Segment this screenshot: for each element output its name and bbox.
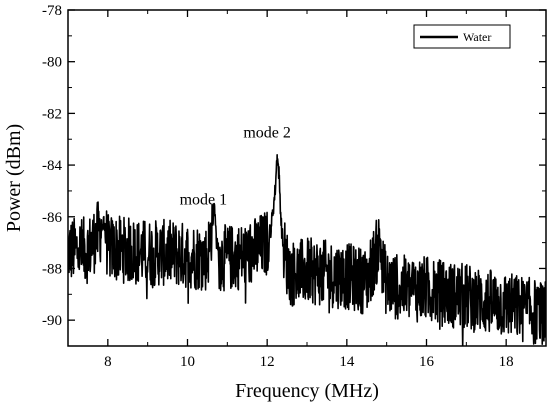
- x-axis-label: Frequency (MHz): [235, 380, 379, 402]
- y-tick-label: -86: [42, 210, 62, 226]
- x-tick-label: 12: [260, 354, 275, 370]
- series-line-water: [68, 153, 546, 346]
- y-axis-label: Power (dBm): [3, 124, 25, 232]
- x-tick-label: 8: [104, 354, 112, 370]
- y-tick-label: -90: [42, 313, 62, 329]
- legend-box: [413, 24, 511, 49]
- annotation-label: mode 1: [180, 192, 228, 209]
- y-tick-label: -80: [42, 55, 62, 71]
- y-tick-label: -88: [42, 261, 62, 277]
- tick-layer: 8 10 12 14 16 18 -90 -88 -86 -84 -82 -80 -78: [42, 3, 547, 370]
- x-tick-label: 14: [339, 354, 355, 370]
- x-tick-label: 16: [419, 354, 435, 370]
- y-tick-label: -82: [42, 106, 62, 122]
- legend: Water: [413, 24, 511, 49]
- y-tick-label: -78: [42, 3, 62, 19]
- x-tick-label: 10: [180, 354, 195, 370]
- data-layer: [68, 153, 546, 346]
- legend-label: Water: [463, 30, 491, 44]
- annotation-label: mode 2: [243, 124, 291, 141]
- y-tick-label: -84: [42, 158, 62, 174]
- annotation-layer: mode 1 mode 2: [180, 124, 291, 208]
- x-tick-label: 18: [499, 354, 514, 370]
